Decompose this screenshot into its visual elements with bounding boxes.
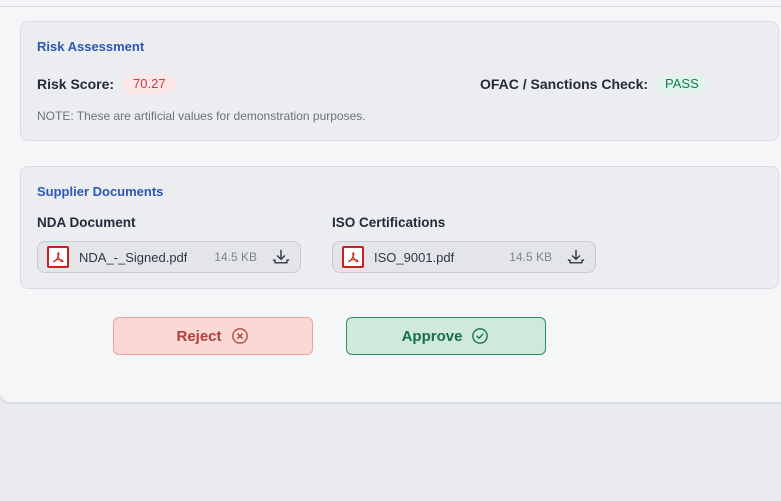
ofac-label: OFAC / Sanctions Check:	[480, 75, 649, 92]
pdf-icon	[342, 246, 364, 268]
supplier-documents-title: Supplier Documents	[37, 184, 164, 199]
reject-button-label: Reject	[176, 327, 222, 345]
risk-assessment-title: Risk Assessment	[37, 39, 145, 54]
nda-filename: NDA_-_Signed.pdf	[79, 249, 188, 265]
download-icon[interactable]	[565, 246, 587, 268]
download-icon[interactable]	[270, 246, 292, 268]
iso-certifications-group: ISO Certifications ISO_9001.pdf 14.5 KB	[332, 215, 596, 273]
risk-score-row: Risk Score: 70.27 OFAC / Sanctions Check…	[37, 73, 762, 94]
documents-row: NDA Document NDA_-_Signed.pdf 14.5 KB	[37, 215, 762, 273]
nda-file-chip[interactable]: NDA_-_Signed.pdf 14.5 KB	[37, 241, 301, 273]
action-buttons-row: Reject Approve	[113, 317, 781, 355]
ofac-check-group: OFAC / Sanctions Check: PASS	[480, 73, 707, 94]
iso-filename: ISO_9001.pdf	[374, 249, 455, 265]
risk-score-badge: 70.27	[123, 73, 176, 94]
nda-filesize: 14.5 KB	[214, 250, 257, 264]
review-panel: Risk Assessment Risk Score: 70.27 OFAC /…	[0, 7, 781, 402]
approve-button[interactable]: Approve	[346, 317, 546, 355]
approve-button-label: Approve	[401, 327, 463, 345]
iso-filesize: 14.5 KB	[509, 250, 552, 264]
check-circle-icon	[470, 326, 490, 346]
reject-button[interactable]: Reject	[113, 317, 313, 355]
risk-score-label: Risk Score:	[37, 75, 115, 92]
supplier-documents-card: Supplier Documents NDA Document NDA_-_Si…	[20, 166, 779, 289]
iso-file-chip[interactable]: ISO_9001.pdf 14.5 KB	[332, 241, 596, 273]
pdf-icon	[47, 246, 69, 268]
risk-assessment-card: Risk Assessment Risk Score: 70.27 OFAC /…	[20, 21, 779, 141]
nda-document-label: NDA Document	[37, 215, 136, 230]
risk-score-group: Risk Score: 70.27	[37, 73, 176, 94]
nda-document-group: NDA Document NDA_-_Signed.pdf 14.5 KB	[37, 215, 301, 273]
demo-values-note: NOTE: These are artificial values for de…	[37, 109, 366, 123]
ofac-status-badge: PASS	[657, 73, 707, 94]
iso-certifications-label: ISO Certifications	[332, 215, 446, 230]
x-circle-icon	[230, 326, 250, 346]
top-divider	[0, 0, 781, 7]
